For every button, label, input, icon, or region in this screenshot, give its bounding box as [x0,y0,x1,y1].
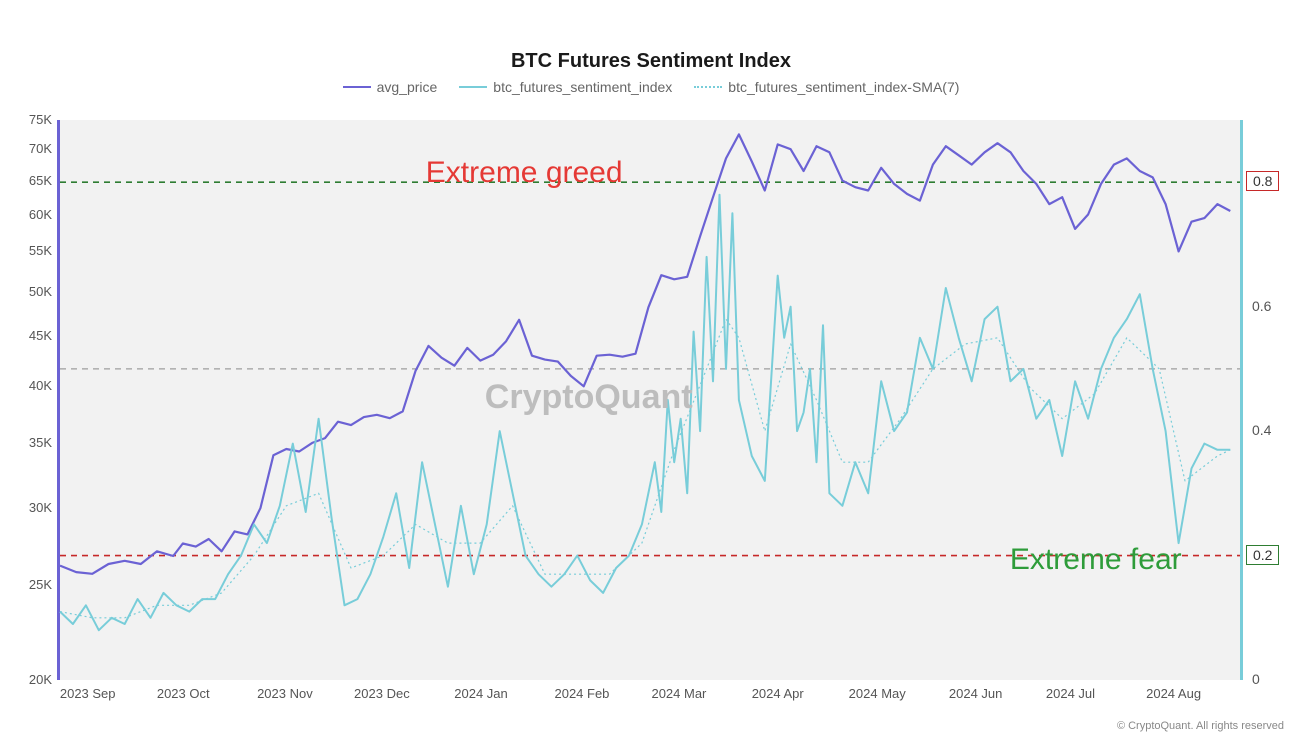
legend-label-sma: btc_futures_sentiment_index-SMA(7) [728,79,959,95]
x-tick-label: 2024 May [849,686,906,701]
x-tick-label: 2024 Apr [752,686,804,701]
legend-swatch-price [343,86,371,88]
y-left-tick-label: 35K [29,435,52,450]
chart-svg [60,120,1240,680]
legend-item-sentiment[interactable]: btc_futures_sentiment_index [459,79,672,95]
plot-area: CryptoQuant [60,120,1240,680]
legend-swatch-sentiment [459,86,487,88]
ref-lines-group [60,182,1240,555]
legend-label-price: avg_price [377,79,438,95]
x-tick-label: 2023 Nov [257,686,313,701]
legend-item-price[interactable]: avg_price [343,79,438,95]
y-left-tick-label: 65K [29,173,52,188]
x-tick-label: 2024 Jul [1046,686,1095,701]
x-tick-label: 2024 Jun [949,686,1003,701]
y-left-tick-label: 55K [29,243,52,258]
y-right-tick-label: 0.4 [1252,422,1271,438]
y-right-tick-label: 0.6 [1252,298,1271,314]
y-left-tick-label: 75K [29,112,52,127]
y-left-tick-label: 40K [29,378,52,393]
x-tick-label: 2023 Dec [354,686,410,701]
y-left-tick-label: 30K [29,500,52,515]
axis-ref-box: 0.8 [1246,171,1279,191]
x-tick-label: 2023 Sep [60,686,116,701]
y-left-tick-label: 25K [29,577,52,592]
x-tick-label: 2024 Aug [1146,686,1201,701]
y-left-tick-label: 45K [29,328,52,343]
x-tick-label: 2024 Feb [554,686,609,701]
chart-title: BTC Futures Sentiment Index [0,50,1302,73]
axis-ref-box: 0.2 [1246,545,1279,565]
legend: avg_price btc_futures_sentiment_index bt… [0,79,1302,95]
copyright-text: © CryptoQuant. All rights reserved [1117,720,1284,732]
annotation-label: Extreme fear [1010,543,1182,577]
y-right-tick-label: 0 [1252,671,1260,687]
y-left-tick-label: 20K [29,672,52,687]
y-left-tick-label: 60K [29,207,52,222]
legend-item-sma[interactable]: btc_futures_sentiment_index-SMA(7) [694,79,959,95]
annotation-label: Extreme greed [426,156,623,190]
y-left-tick-label: 70K [29,141,52,156]
x-tick-label: 2024 Mar [651,686,706,701]
x-tick-label: 2024 Jan [454,686,508,701]
chart-container: BTC Futures Sentiment Index avg_price bt… [0,0,1302,740]
legend-swatch-sma [694,86,722,88]
legend-label-sentiment: btc_futures_sentiment_index [493,79,672,95]
x-tick-label: 2023 Oct [157,686,210,701]
y-left-tick-label: 50K [29,284,52,299]
y-right-axis-bar [1240,120,1243,680]
